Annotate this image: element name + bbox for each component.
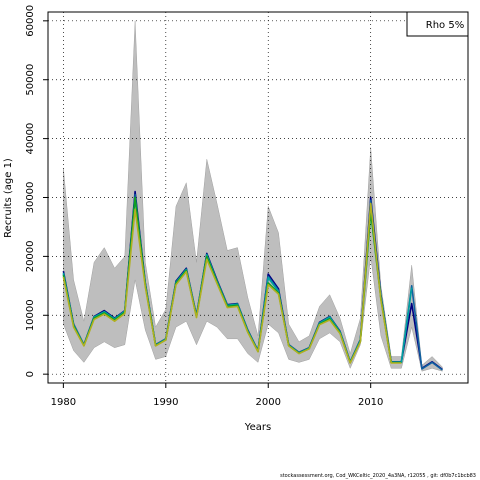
y-tick-label: 30000 [25,182,36,214]
x-axis: 1980 1990 2000 2010 [51,383,383,408]
y-axis-title: Recruits (age 1) [3,158,14,238]
legend: Rho 5% [406,11,469,37]
series-lines [62,190,443,371]
x-tick-label: 2010 [358,397,383,408]
y-tick-label: 10000 [25,299,36,331]
x-tick-label: 1990 [153,397,178,408]
x-axis-title: Years [244,422,271,433]
series-line [62,202,402,364]
x-tick-label: 2000 [256,397,281,408]
footer-credit: stockassessment.org, Cod_WKCeltic_2020_4… [280,473,476,479]
y-tick-label: 60000 [25,5,36,37]
y-tick-label: 0 [25,371,36,377]
legend-entry: Rho 5% [426,20,464,31]
confidence-bands [63,20,443,372]
confidence-band [63,20,443,372]
x-tick-label: 1980 [51,397,76,408]
y-tick-label: 20000 [25,240,36,272]
y-tick-label: 40000 [25,123,36,155]
y-tick-label: 50000 [25,64,36,96]
legend-box [406,11,469,37]
y-axis: 0 10000 20000 30000 40000 50000 60000 [25,5,48,377]
